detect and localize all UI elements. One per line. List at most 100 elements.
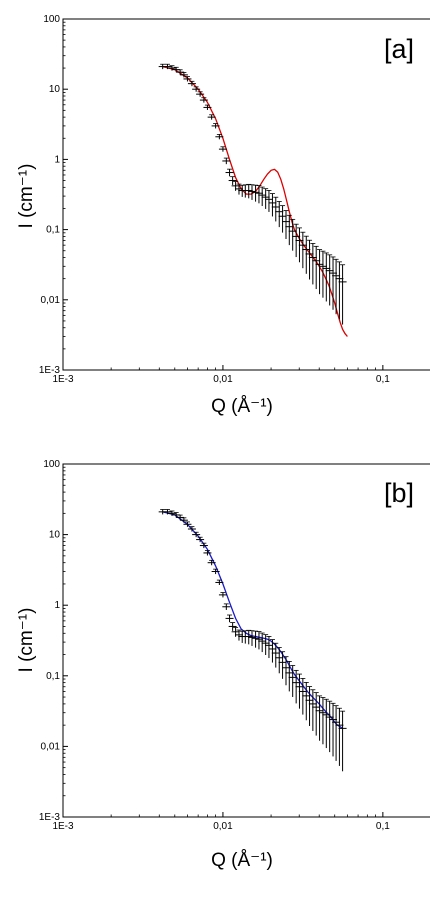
data-point	[278, 651, 287, 679]
data-point	[192, 531, 201, 538]
data-point	[318, 250, 327, 298]
data-point	[225, 614, 234, 623]
data-point	[199, 542, 208, 549]
data-point	[207, 559, 216, 566]
y-tick-label: 0,01	[41, 741, 61, 752]
data-point	[312, 692, 321, 736]
x-tick-label: 1E-3	[52, 821, 74, 832]
data-point	[199, 97, 208, 103]
data-point	[312, 245, 321, 290]
data-point	[305, 239, 314, 280]
data-point	[203, 550, 212, 556]
chart-panel-a: 1E-3 0,01 0,1 1 10 100 1E-3 0,01 0,1 [a] Q (Å⁻¹)…	[16, 14, 430, 417]
data-point	[196, 91, 205, 97]
y-tick-label: 10	[49, 84, 61, 95]
data-point	[258, 632, 267, 653]
x-tick-label: 1E-3	[52, 374, 74, 385]
data-point	[254, 185, 263, 204]
data-point	[218, 146, 227, 152]
y-tick-label: 100	[43, 14, 60, 25]
data-point	[234, 183, 243, 195]
y-tick-label: 1E-3	[39, 812, 61, 823]
y-tick-label: 10	[49, 530, 61, 541]
y-tick-label: 0,1	[46, 225, 60, 236]
data-point	[288, 218, 297, 251]
data-point	[225, 168, 234, 177]
data-point	[222, 157, 231, 165]
y-tick-label: 1	[54, 600, 60, 611]
data-point	[196, 536, 205, 543]
data-point	[322, 252, 331, 302]
data-point	[167, 510, 176, 516]
axis-ticks: 1E-3 0,01 0,1 1 10 100 1E-3 0,01 0,1	[39, 14, 390, 385]
y-axis-label: I (cm⁻¹)	[16, 608, 37, 673]
y-tick-label: 1	[54, 154, 60, 165]
data-point	[268, 193, 277, 217]
data-point	[285, 661, 294, 692]
x-tick-label: 0,1	[376, 374, 390, 385]
data-point	[285, 214, 294, 246]
data-point	[203, 104, 212, 110]
x-tick-label: 0,01	[213, 821, 233, 832]
data-point	[163, 509, 172, 515]
data-point	[332, 258, 341, 315]
data-point	[325, 254, 334, 306]
x-axis-label: Q (Å⁻¹)	[211, 396, 273, 417]
panel-label: [a]	[384, 34, 414, 64]
data-point	[261, 634, 270, 656]
data-point	[302, 235, 311, 274]
data-point	[179, 72, 188, 78]
data-point	[268, 639, 277, 663]
data-point	[322, 698, 331, 749]
data-point	[211, 568, 220, 575]
data-point	[271, 642, 280, 668]
data-series	[158, 63, 347, 325]
plot-area-frame	[62, 18, 430, 371]
x-tick-label: 0,01	[213, 374, 233, 385]
data-point	[308, 689, 317, 731]
data-point	[282, 656, 291, 686]
data-point	[215, 579, 224, 586]
data-point	[271, 196, 280, 222]
data-point	[183, 76, 192, 82]
data-point	[187, 526, 196, 532]
fit-series	[162, 65, 348, 337]
data-point	[315, 695, 324, 741]
data-point	[298, 231, 307, 269]
data-point	[261, 188, 270, 209]
fit-curve	[162, 511, 343, 729]
data-point	[264, 190, 273, 212]
data-point	[288, 665, 297, 697]
x-axis-label: Q (Å⁻¹)	[211, 850, 273, 871]
data-point	[282, 210, 291, 240]
data-point	[318, 697, 327, 745]
data-point	[258, 186, 267, 207]
data-point	[275, 647, 284, 674]
data-point	[207, 114, 216, 120]
data-point	[308, 243, 317, 285]
data-point	[338, 710, 347, 772]
data-point	[211, 123, 220, 129]
data-point	[222, 603, 231, 610]
data-point	[183, 521, 192, 527]
y-axis-label: I (cm⁻¹)	[16, 164, 37, 229]
data-point	[228, 176, 237, 185]
axis-ticks: 1E-3 0,01 0,1 1 10 100 1E-3 0,01 0,1	[39, 459, 390, 832]
data-point	[332, 705, 341, 761]
data-point	[305, 686, 314, 726]
x-tick-label: 0,1	[376, 821, 390, 832]
data-point	[315, 249, 324, 295]
data-point	[338, 264, 347, 325]
plot-area-frame	[62, 463, 430, 818]
data-point	[179, 517, 188, 523]
data-point	[335, 261, 344, 320]
data-point	[228, 622, 237, 631]
data-point	[218, 592, 227, 598]
data-point	[163, 63, 172, 70]
data-point	[335, 707, 344, 766]
data-point	[234, 629, 243, 641]
data-point	[278, 205, 287, 233]
y-tick-label: 0,01	[41, 295, 61, 306]
panel-label: [b]	[384, 478, 414, 508]
